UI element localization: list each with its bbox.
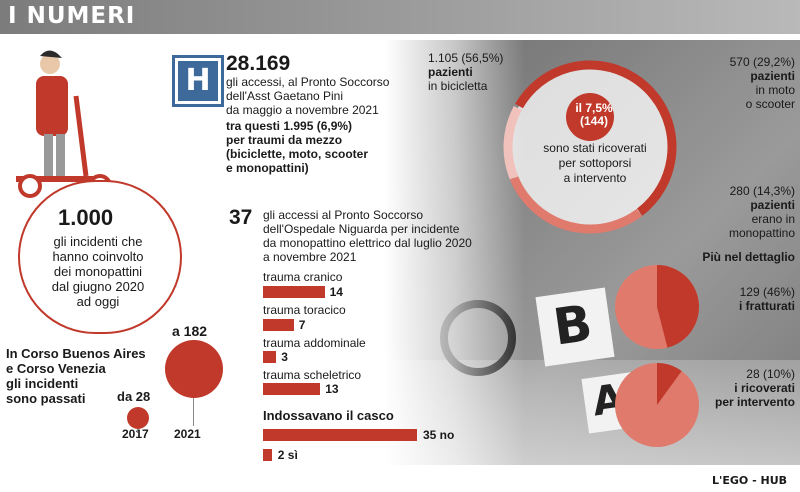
total-incidents-value: 1.000: [58, 205, 114, 230]
helmet-yes-label: 2 sì: [277, 448, 298, 462]
value-2021: a 182: [172, 323, 208, 339]
helmet-title: Indossavano il casco: [263, 408, 394, 423]
pini-text: gli accessi, al Pronto Soccorso dell'Ass…: [226, 75, 390, 117]
trauma-bar-cranico: [263, 286, 325, 298]
stem-2017: [137, 429, 138, 433]
dot-2021: [165, 340, 223, 398]
dot-2017: [127, 407, 149, 429]
trauma-bar-addominale: [263, 351, 277, 363]
fractures-slice: [657, 265, 700, 348]
trauma-label-cranico: trauma cranico: [263, 270, 343, 284]
scooter-patients: 280 (14,3%) pazienti erano in monopattin…: [728, 184, 795, 240]
helmet-yes-bar: [263, 449, 272, 461]
letter-b-sign: B: [535, 287, 615, 367]
stem-2021: [193, 398, 194, 426]
credit: L'EGO - HUB: [712, 474, 788, 487]
year-2021: 2021: [174, 427, 201, 441]
trauma-bar-scheletrico: [263, 383, 321, 395]
total-incidents-text: gli incidenti che hanno coinvolto dei mo…: [51, 234, 145, 309]
fractures-text: 129 (46%) i fratturati: [738, 285, 795, 313]
header-title: I NUMERI: [8, 3, 136, 29]
patients-ring: [503, 60, 677, 234]
trauma-label-addominale: trauma addominale: [263, 336, 366, 350]
ring-center-text: sono stati ricoverati per sottoporsi a i…: [543, 141, 647, 185]
pini-bold-text: tra questi 1.995 (6,9%) per traumi da me…: [226, 119, 369, 175]
trauma-label-toracico: trauma toracico: [263, 303, 346, 317]
ring-center-count: (144): [579, 114, 608, 128]
surgery-pie: [615, 363, 699, 447]
trauma-label-scheletrico: trauma scheletrico: [263, 368, 362, 382]
moto-patients: 570 (29,2%) pazienti in moto o scooter: [729, 55, 795, 111]
bike-patients: 1.105 (56,5%) pazienti in bicicletta: [428, 51, 504, 93]
trauma-value-cranico: 14: [329, 285, 343, 299]
photo-fade: [385, 40, 525, 465]
surgery-slice: [657, 363, 682, 405]
helmet-no-label: 35 no: [423, 428, 455, 442]
ring-center-pct: il 7,5%: [575, 101, 613, 115]
niguarda-value: 37: [229, 206, 253, 229]
helmet-no-bar: [263, 429, 417, 441]
trauma-value-toracico: 7: [298, 318, 306, 332]
value-2017: da 28: [117, 389, 151, 404]
total-incidents-box: [18, 180, 182, 334]
fractures-pie: [615, 265, 700, 349]
hospital-icon: H: [172, 55, 224, 107]
locations-text: In Corso Buenos Aires e Corso Venezia gl…: [6, 346, 146, 406]
year-2017: 2017: [122, 427, 149, 441]
pini-value: 28.169: [226, 52, 291, 75]
trauma-bar-toracico: [263, 319, 294, 331]
surgery-text: 28 (10%) i ricoverati per intervento: [714, 367, 795, 409]
trauma-value-scheletrico: 13: [325, 382, 339, 396]
detail-title: Più nel dettaglio: [702, 250, 795, 264]
header-bar: I NUMERI: [0, 0, 800, 34]
trauma-value-addominale: 3: [281, 350, 288, 364]
niguarda-text: gli accessi al Pronto Soccorso dell'Ospe…: [263, 208, 472, 264]
